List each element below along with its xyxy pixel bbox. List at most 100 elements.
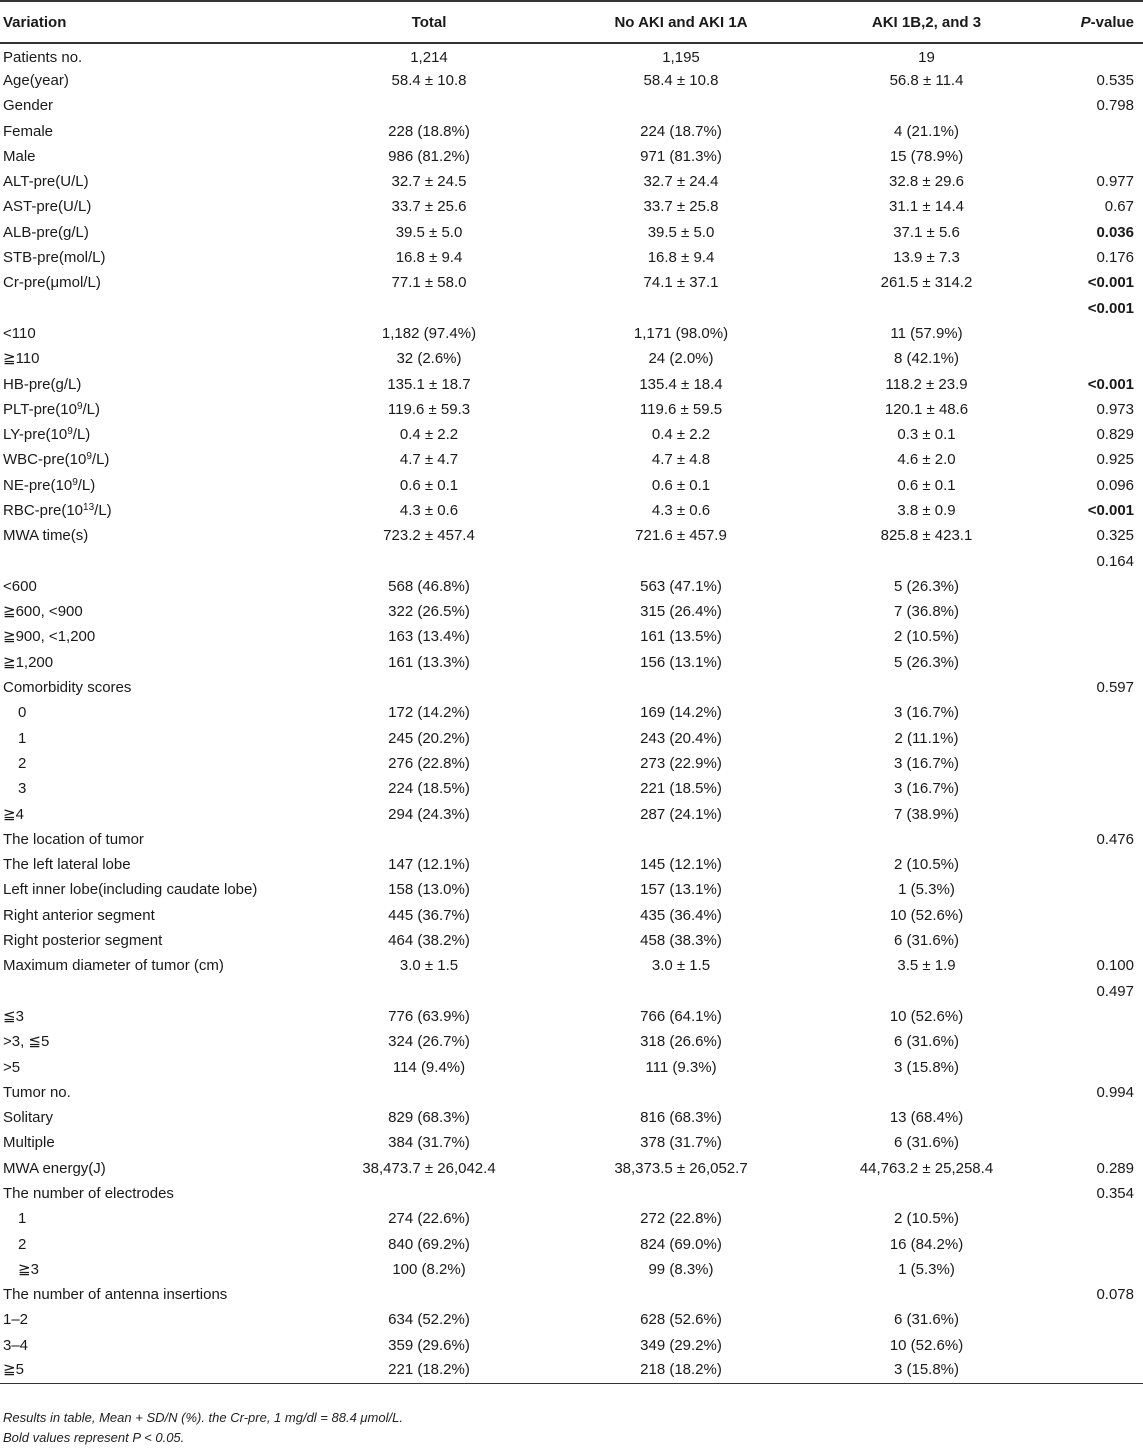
cell-total: 723.2 ± 457.4 bbox=[383, 527, 475, 545]
cell-aki-1b-2-3: 19 bbox=[918, 48, 935, 66]
row-label: The number of antenna insertions bbox=[3, 1286, 228, 1304]
cell-aki-1b-2-3: 37.1 ± 5.6 bbox=[893, 223, 960, 241]
row-label: ≦3 bbox=[3, 1007, 24, 1025]
cell-total bbox=[300, 94, 558, 119]
cell-total: 16.8 ± 9.4 bbox=[395, 249, 463, 267]
cell-total: 38,473.7 ± 26,042.4 bbox=[362, 1159, 496, 1177]
cell-no-aki-and-aki-1a bbox=[558, 827, 804, 852]
cell-total: 221 (18.2%) bbox=[300, 1358, 558, 1385]
cell-aki-1b-2-3: 0.6 ± 0.1 bbox=[897, 476, 956, 494]
row-label: Patients no. bbox=[3, 48, 83, 66]
cell-p-value: 0.994 bbox=[1096, 1083, 1134, 1101]
table-row: >5 114 (9.4%) 111 (9.3%) 3 (15.8%) bbox=[0, 1055, 1143, 1080]
cell-no-aki-and-aki-1a: 145 (12.1%) bbox=[640, 856, 722, 874]
row-label: Right anterior segment bbox=[3, 906, 155, 924]
row-label bbox=[0, 296, 300, 321]
table-row: AST-pre(U/L) 33.7 ± 25.6 33.7 ± 25.8 31.1 ±… bbox=[0, 195, 1143, 220]
cell-p-value bbox=[1049, 1333, 1143, 1358]
table-row: 2 840 (69.2%) 824 (69.0%) 16 (84.2%) bbox=[0, 1232, 1143, 1257]
cell-no-aki-and-aki-1a: 4.7 ± 4.8 bbox=[651, 451, 711, 469]
cell-aki-1b-2-3: 825.8 ± 423.1 bbox=[880, 527, 973, 545]
table-row: Patients no. 1,214 1,195 19 bbox=[0, 43, 1143, 68]
table-row: RBC-pre(1013/L) 4.3 ± 0.6 4.3 ± 0.6 3.8 ± 0… bbox=[0, 498, 1143, 523]
cell-p-value bbox=[1049, 878, 1143, 903]
table-body: Patients no. 1,214 1,195 19 Age(year) 58.4 ± … bbox=[0, 43, 1143, 1385]
cell-p-value: <0.001 bbox=[1087, 501, 1134, 519]
row-label: NE-pre(109/L) bbox=[0, 473, 300, 498]
table-row: The left lateral lobe 147 (12.1%) 145 (12.… bbox=[0, 853, 1143, 878]
table-row: Maximum diameter of tumor (cm) 3.0 ± 1.5 3… bbox=[0, 954, 1143, 979]
cell-no-aki-and-aki-1a bbox=[558, 675, 804, 700]
row-label: Age(year) bbox=[3, 71, 69, 89]
cell-aki-1b-2-3 bbox=[804, 1283, 1049, 1308]
cell-p-value bbox=[1049, 43, 1143, 68]
table-row: Right posterior segment 464 (38.2%) 458 (3… bbox=[0, 928, 1143, 953]
header-p-rest: -value bbox=[1090, 13, 1134, 31]
cell-total: 322 (26.5%) bbox=[388, 603, 470, 621]
cell-no-aki-and-aki-1a: 24 (2.0%) bbox=[648, 350, 714, 368]
cell-p-value: 0.476 bbox=[1096, 830, 1134, 848]
cell-total: 445 (36.7%) bbox=[388, 906, 470, 924]
table-row: <600 568 (46.8%) 563 (47.1%) 5 (26.3%) bbox=[0, 574, 1143, 599]
cell-aki-1b-2-3: 2 (10.5%) bbox=[893, 628, 960, 646]
cell-total: 161 (13.3%) bbox=[388, 653, 470, 671]
cell-aki-1b-2-3: 15 (78.9%) bbox=[889, 147, 964, 165]
row-label-unit: /L) bbox=[91, 451, 110, 469]
cell-aki-1b-2-3: 3 (15.8%) bbox=[804, 1358, 1049, 1385]
cell-total: 77.1 ± 58.0 bbox=[391, 274, 467, 292]
cell-total bbox=[300, 1283, 558, 1308]
cell-total bbox=[300, 675, 558, 700]
table-row: Male 986 (81.2%) 971 (81.3%) 15 (78.9%) bbox=[0, 144, 1143, 169]
table-row: 3–4 359 (29.6%) 349 (29.2%) 10 (52.6%) bbox=[0, 1333, 1143, 1358]
cell-no-aki-and-aki-1a bbox=[558, 94, 804, 119]
cell-aki-1b-2-3: 1 (5.3%) bbox=[898, 1260, 955, 1278]
cell-p-value: 0.096 bbox=[1096, 476, 1134, 494]
header-p-value: P-value bbox=[1049, 0, 1143, 44]
table-header: Variation Total No AKI and AKI 1A AKI 1B… bbox=[0, 0, 1143, 44]
row-label-text: RBC-pre(10 bbox=[3, 501, 84, 519]
cell-aki-1b-2-3: 32.8 ± 29.6 bbox=[889, 173, 964, 191]
row-label-superscript: 9 bbox=[86, 451, 92, 463]
cell-total: 568 (46.8%) bbox=[388, 577, 470, 595]
table-row: Gender 0.798 bbox=[0, 94, 1143, 119]
table-row: ALT-pre(U/L) 32.7 ± 24.5 32.7 ± 24.4 32.8 ±… bbox=[0, 169, 1143, 194]
cell-aki-1b-2-3: 7 (36.8%) bbox=[893, 603, 960, 621]
cell-p-value bbox=[1049, 701, 1143, 726]
table-row: MWA energy(J) 38,473.7 ± 26,042.4 38,373.5… bbox=[0, 1156, 1143, 1181]
cell-no-aki-and-aki-1a: 0.6 ± 0.1 bbox=[651, 476, 711, 494]
cell-aki-1b-2-3: 6 (31.6%) bbox=[893, 1311, 960, 1329]
cell-p-value bbox=[1049, 726, 1143, 751]
header-variation: Variation bbox=[0, 0, 300, 44]
cell-p-value bbox=[1049, 1308, 1143, 1333]
cell-p-value: 0.597 bbox=[1096, 679, 1134, 697]
cell-aki-1b-2-3: 1 (5.3%) bbox=[898, 881, 955, 899]
row-label: MWA time(s) bbox=[3, 527, 89, 545]
cell-p-value bbox=[1049, 903, 1143, 928]
row-label: ALT-pre(U/L) bbox=[3, 173, 89, 191]
cell-aki-1b-2-3: 6 (31.6%) bbox=[893, 932, 960, 950]
cell-total: 986 (81.2%) bbox=[388, 147, 470, 165]
cell-aki-1b-2-3: 120.1 ± 48.6 bbox=[884, 400, 969, 418]
table-row: MWA time(s) 723.2 ± 457.4 721.6 ± 457.9 825… bbox=[0, 524, 1143, 549]
cell-p-value bbox=[1049, 1055, 1143, 1080]
cell-no-aki-and-aki-1a: 99 (8.3%) bbox=[648, 1260, 714, 1278]
cell-aki-1b-2-3: 13.9 ± 7.3 bbox=[893, 249, 960, 267]
cell-no-aki-and-aki-1a: 135.4 ± 18.4 bbox=[639, 375, 723, 393]
cell-aki-1b-2-3: 31.1 ± 14.4 bbox=[889, 198, 964, 216]
table-row: Cr-pre(μmol/L) 77.1 ± 58.0 74.1 ± 37.1 261.… bbox=[0, 271, 1143, 296]
cell-total: 829 (68.3%) bbox=[388, 1109, 470, 1127]
row-label: Comorbidity scores bbox=[3, 679, 132, 697]
table-row: Comorbidity scores 0.597 bbox=[0, 675, 1143, 700]
cell-p-value: 0.798 bbox=[1096, 97, 1134, 115]
cell-aki-1b-2-3: 5 (26.3%) bbox=[893, 653, 960, 671]
cell-aki-1b-2-3: 10 (52.6%) bbox=[889, 906, 964, 924]
cell-total: 634 (52.2%) bbox=[388, 1311, 470, 1329]
cell-p-value: 0.535 bbox=[1096, 71, 1134, 89]
cell-p-value: 0.100 bbox=[1096, 957, 1134, 975]
cell-aki-1b-2-3: 11 (57.9%) bbox=[890, 324, 963, 342]
table-row: ≧600, <900 322 (26.5%) 315 (26.4%) 7 (36.8%… bbox=[0, 600, 1143, 625]
table-row: The number of electrodes 0.354 bbox=[0, 1181, 1143, 1206]
cell-aki-1b-2-3: 4 (21.1%) bbox=[893, 122, 960, 140]
cell-no-aki-and-aki-1a: 0.4 ± 2.2 bbox=[651, 426, 711, 444]
cell-aki-1b-2-3: 13 (68.4%) bbox=[889, 1109, 964, 1127]
